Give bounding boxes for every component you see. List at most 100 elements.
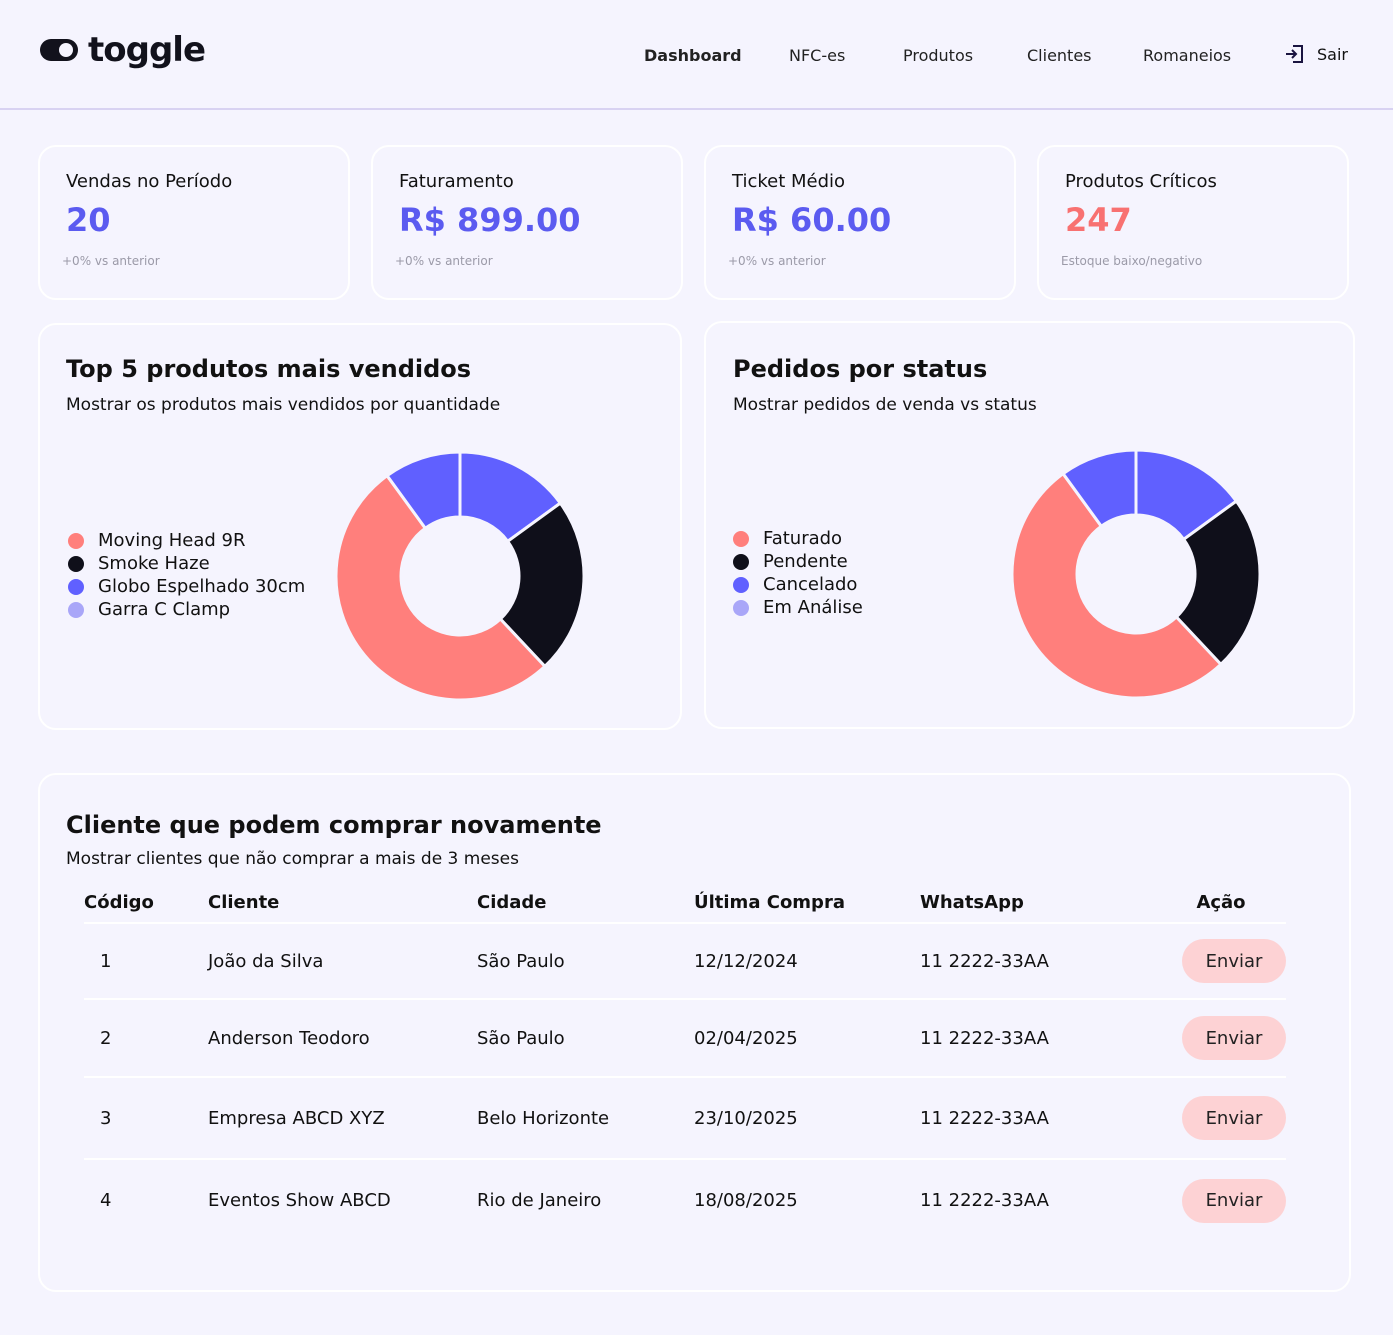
- kpi-label: Ticket Médio: [732, 171, 846, 192]
- legend-label: Smoke Haze: [98, 553, 210, 574]
- table-cell: São Paulo: [477, 999, 694, 1078]
- nav-romaneios[interactable]: Romaneios: [1143, 46, 1232, 65]
- legend-item: Moving Head 9R: [68, 529, 305, 552]
- table-cell: 11 2222-33AA: [920, 1077, 1156, 1160]
- chart-legend: Faturado Pendente Cancelado Em Análise: [733, 527, 863, 619]
- table-cell: 4: [100, 1190, 112, 1211]
- header: toggle Dashboard NFC-es Produtos Cliente…: [0, 0, 1393, 110]
- legend-item: Smoke Haze: [68, 552, 305, 575]
- kpi-subtext: +0% vs anterior: [395, 254, 493, 268]
- donut-slice: [334, 473, 548, 702]
- send-button[interactable]: Enviar: [1182, 939, 1286, 983]
- nav-dashboard[interactable]: Dashboard: [644, 46, 742, 65]
- orders-status-donut: [1010, 448, 1262, 700]
- chart-title: Pedidos por status: [733, 355, 988, 383]
- legend-label: Globo Espelhado 30cm: [98, 576, 306, 597]
- column-header: WhatsApp: [920, 883, 1156, 924]
- logout-button[interactable]: Sair: [1285, 44, 1348, 64]
- kpi-subtext: Estoque baixo/negativo: [1061, 254, 1203, 268]
- legend-label: Garra C Clamp: [98, 599, 231, 620]
- table-cell: 1: [84, 923, 208, 1000]
- legend-dot-icon: [68, 578, 84, 595]
- table-cell: Belo Horizonte: [477, 1077, 694, 1160]
- table-cell: 02/04/2025: [694, 999, 920, 1078]
- table-cell: 11 2222-33AA: [920, 923, 1156, 1000]
- kpi-value: R$ 899.00: [399, 201, 581, 239]
- top-products-card: Top 5 produtos mais vendidos Mostrar os …: [38, 323, 682, 730]
- legend-label: Faturado: [763, 528, 843, 549]
- legend-dot-icon: [733, 553, 749, 570]
- donut-slice: [1010, 471, 1224, 700]
- nav-produtos[interactable]: Produtos: [903, 46, 974, 65]
- kpi-label: Produtos Críticos: [1065, 171, 1217, 192]
- legend-item: Em Análise: [733, 596, 863, 619]
- clients-table: Código Cliente Cidade Última Compra WhatsApp…: [84, 883, 1286, 1241]
- table-cell: João da Silva: [208, 923, 477, 1000]
- toggle-logo-icon: [40, 39, 78, 61]
- table-cell: 11 2222-33AA: [920, 999, 1156, 1078]
- chart-legend: Moving Head 9R Smoke Haze Globo Espelhado …: [68, 529, 305, 621]
- kpi-card: Produtos Críticos 247 Estoque baixo/nega…: [1037, 145, 1349, 300]
- legend-item: Pendente: [733, 550, 863, 573]
- chart-subtitle: Mostrar pedidos de venda vs status: [733, 395, 1037, 415]
- donut-slice: [498, 501, 586, 669]
- orders-status-card: Pedidos por status Mostrar pedidos de ve…: [704, 321, 1355, 729]
- legend-dot-icon: [733, 530, 749, 547]
- table-row: 1 João da Silva São Paulo 12/12/2024 11 2222…: [84, 923, 1286, 1000]
- chart-title: Top 5 produtos mais vendidos: [66, 355, 472, 383]
- column-header: Ação: [1156, 883, 1286, 924]
- table-cell: 3: [84, 1077, 208, 1160]
- kpi-label: Faturamento: [399, 171, 514, 192]
- nav-nfces[interactable]: NFC-es: [789, 46, 846, 65]
- column-header: Código: [84, 883, 208, 924]
- column-header: Cliente: [208, 883, 477, 924]
- kpi-value: R$ 60.00: [732, 201, 892, 239]
- table-cell: Empresa ABCD XYZ: [208, 1077, 477, 1160]
- table-row: 3 Empresa ABCD XYZ Belo Horizonte 23/10/202…: [84, 1077, 1286, 1160]
- logo[interactable]: toggle: [40, 30, 206, 70]
- table-cell: 23/10/2025: [694, 1077, 920, 1160]
- kpi-subtext: +0% vs anterior: [62, 254, 160, 268]
- top-products-donut: [334, 450, 586, 702]
- legend-label: Cancelado: [763, 574, 858, 595]
- table-cell: Anderson Teodoro: [208, 999, 477, 1078]
- nav-clientes[interactable]: Clientes: [1027, 46, 1092, 65]
- legend-dot-icon: [68, 601, 84, 618]
- send-button[interactable]: Enviar: [1182, 1096, 1286, 1140]
- table-cell: Rio de Janeiro: [477, 1190, 602, 1211]
- kpi-card: Vendas no Período 20 +0% vs anterior: [38, 145, 350, 300]
- legend-label: Pendente: [763, 551, 848, 572]
- column-header: Última Compra: [694, 883, 920, 924]
- brand-name: toggle: [88, 30, 206, 70]
- donut-slice: [1174, 499, 1262, 667]
- kpi-subtext: +0% vs anterior: [728, 254, 826, 268]
- logout-icon: [1286, 45, 1303, 63]
- table-cell: 12/12/2024: [694, 923, 920, 1000]
- table-cell: 11 2222-33AA: [920, 1190, 1049, 1211]
- legend-item: Garra C Clamp: [68, 598, 305, 621]
- table-row: 2 Anderson Teodoro São Paulo 02/04/2025 11 2…: [84, 999, 1286, 1078]
- legend-label: Moving Head 9R: [98, 530, 246, 551]
- section-subtitle: Mostrar clientes que não comprar a mais …: [66, 849, 519, 869]
- kpi-card: Ticket Médio R$ 60.00 +0% vs anterior: [704, 145, 1016, 300]
- donut-slice: [1061, 448, 1138, 529]
- send-button[interactable]: Enviar: [1182, 1016, 1286, 1060]
- chart-subtitle: Mostrar os produtos mais vendidos por qu…: [66, 395, 501, 415]
- legend-item: Faturado: [733, 527, 863, 550]
- kpi-card: Faturamento R$ 899.00 +0% vs anterior: [371, 145, 683, 300]
- send-button[interactable]: Enviar: [1182, 1178, 1286, 1223]
- legend-dot-icon: [733, 576, 749, 593]
- clients-card: Cliente que podem comprar novamente Most…: [38, 773, 1351, 1292]
- kpi-label: Vendas no Período: [66, 171, 233, 192]
- table-cell: 18/08/2025: [694, 1190, 798, 1211]
- table-row: 4 Eventos Show ABCD Rio de Janeiro 18/08/20…: [84, 1159, 1286, 1241]
- kpi-value: 20: [66, 201, 111, 239]
- table-cell: São Paulo: [477, 923, 694, 1000]
- logout-label: Sair: [1317, 44, 1348, 64]
- column-header: Cidade: [477, 883, 694, 924]
- legend-dot-icon: [68, 532, 84, 549]
- legend-dot-icon: [68, 555, 84, 572]
- table-cell: Eventos Show ABCD: [208, 1190, 391, 1211]
- donut-slice: [385, 450, 462, 531]
- legend-item: Globo Espelhado 30cm: [68, 575, 305, 598]
